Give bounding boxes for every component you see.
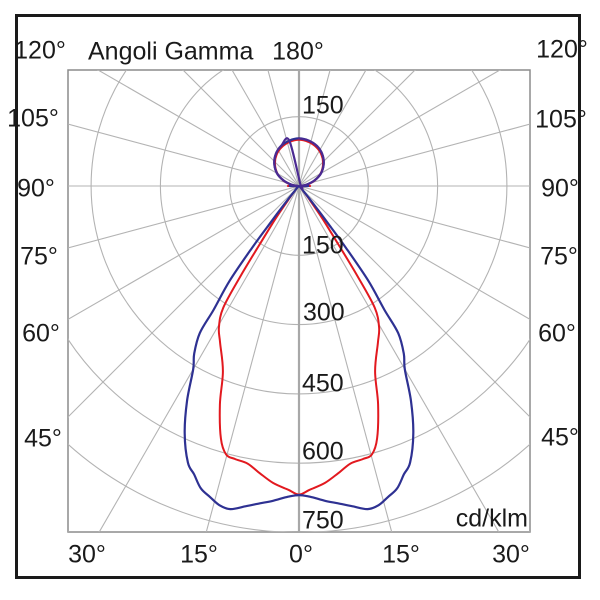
grid-ray-75	[298, 185, 530, 249]
scale-label-750: 750	[302, 506, 344, 535]
grid-ray-45	[298, 185, 530, 418]
grid-ray-150	[298, 70, 367, 187]
angle-label-left-45: 45°	[24, 424, 62, 453]
angle-label-bottom-15r: 15°	[382, 540, 420, 569]
angle-label-top-180: 180°	[272, 37, 324, 66]
angle-label-right-45: 45°	[541, 423, 579, 452]
grid-ray-345	[205, 185, 300, 532]
angle-label-left-60: 60°	[22, 319, 60, 348]
grid-ray-165	[298, 70, 331, 187]
grid-ray-120	[298, 70, 502, 187]
angle-label-right-105: 105°	[535, 105, 587, 134]
grid-ray-30	[298, 185, 500, 532]
grid-ray-60	[298, 185, 530, 321]
scale-label-300: 300	[303, 298, 345, 327]
grid-ray-240	[96, 70, 300, 187]
grid-ray-285	[68, 185, 300, 249]
angle-label-bottom-15l: 15°	[180, 540, 218, 569]
grid-ray-225	[182, 70, 300, 187]
grid-ray-315	[68, 185, 300, 418]
scale-label-450: 450	[302, 369, 344, 398]
outer-border	[15, 14, 581, 579]
angle-label-left-75: 75°	[20, 242, 58, 271]
angle-label-left-120: 120°	[14, 36, 66, 65]
angle-label-right-120: 120°	[536, 35, 588, 64]
upper-lobe-curve	[273, 137, 325, 191]
angle-label-right-75: 75°	[540, 242, 578, 271]
scale-label-150-up: 150	[302, 91, 344, 120]
grid-ray-15	[298, 185, 393, 532]
unit-label: cd/klm	[455, 504, 528, 533]
chart-title: Angoli Gamma	[88, 37, 254, 66]
angle-label-right-60: 60°	[538, 319, 576, 348]
grid-ray-195	[267, 70, 300, 187]
angle-label-left-105: 105°	[7, 104, 59, 133]
scale-label-150: 150	[302, 231, 344, 260]
grid-ray-330	[98, 185, 300, 532]
grid-ray-105	[298, 123, 530, 187]
grid-ray-255	[68, 123, 300, 187]
angle-label-left-90: 90°	[17, 174, 55, 203]
scale-label-600: 600	[302, 437, 344, 466]
grid-ray-210	[231, 70, 300, 187]
angle-label-bottom-30l: 30°	[68, 540, 106, 569]
angle-label-bottom-30r: 30°	[492, 540, 530, 569]
grid-ray-300	[68, 185, 300, 321]
angle-label-bottom-0: 0°	[289, 540, 313, 569]
angle-label-right-90: 90°	[541, 174, 579, 203]
grid-ray-135	[298, 70, 416, 187]
